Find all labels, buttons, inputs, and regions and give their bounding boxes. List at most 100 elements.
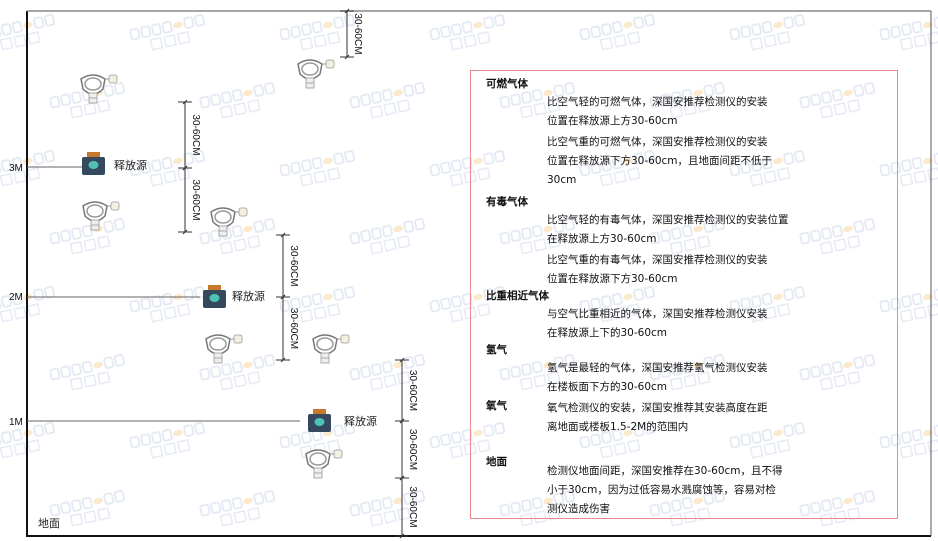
- section-title: 氢气: [486, 344, 507, 356]
- gas-detector-icon: [312, 334, 350, 364]
- watermark-logo: [49, 489, 126, 527]
- text-line: 小于30cm，因为过低容易水溅腐蚀等，容易对检: [547, 484, 776, 496]
- text-line: 氧气检测仪的安装，深国安推荐其安装高度在距: [547, 402, 768, 414]
- watermark-logo: [199, 489, 276, 527]
- dimension-30-60cm: 30-60CM: [340, 8, 363, 60]
- dimension-30-60cm: 30-60CM: [276, 294, 299, 363]
- source-cap: [87, 152, 100, 157]
- watermark-logo: [579, 149, 656, 187]
- text-line: 比空气轻的有毒气体，深国安推荐检测仪的安装位置: [547, 214, 789, 226]
- watermark-logo: [799, 217, 876, 255]
- gas-detector-icon: [305, 449, 343, 479]
- section-text: 比空气轻的有毒气体，深国安推荐检测仪的安装位置 在释放源上方30-60cm: [547, 211, 789, 249]
- section-title: 氧气: [486, 400, 507, 412]
- level-label-2m: 2M: [9, 292, 23, 303]
- watermark-logo: [429, 421, 506, 459]
- text-line: 在楼板面下方的30-60cm: [547, 381, 668, 393]
- dimension-label: 30-60CM: [288, 245, 299, 286]
- watermark-logo: [0, 285, 56, 323]
- text-line: 比空气重的可燃气体，深国安推荐检测仪的安装: [547, 136, 768, 148]
- watermark-logo: [349, 217, 426, 255]
- gas-detector-icon: [210, 207, 248, 237]
- dimension-label: 30-60CM: [407, 429, 418, 470]
- watermark-logo: [579, 13, 656, 51]
- watermark-logo: [729, 421, 806, 459]
- text-line: 在释放源上下的30-60cm: [547, 327, 668, 339]
- source-cap: [208, 285, 221, 290]
- dimension-label: 30-60CM: [190, 114, 201, 155]
- section-title: 比重相近气体: [486, 290, 549, 302]
- gas-detector-icon: [297, 59, 335, 89]
- watermark-logo: [199, 353, 276, 391]
- text-line: 测仪造成伤害: [547, 503, 610, 515]
- watermark-logo: [649, 217, 726, 255]
- watermark-logo: [499, 81, 576, 119]
- dimension-label: 30-60CM: [407, 370, 418, 411]
- source-label: 释放源: [232, 289, 265, 303]
- text-line: 比空气轻的可燃气体，深国安推荐检测仪的安装: [547, 96, 768, 108]
- gas-detector-icon: [205, 334, 243, 364]
- watermark-logo: [0, 13, 56, 51]
- section-text: 氢气是最轻的气体，深国安推荐氢气检测仪安装 在楼板面下方的30-60cm: [547, 359, 768, 397]
- floor-label: 地面: [38, 517, 60, 530]
- hazard-icon: [209, 294, 220, 302]
- hazard-icon: [88, 161, 99, 169]
- source-label: 释放源: [114, 158, 147, 172]
- watermark-logo: [49, 217, 126, 255]
- watermark-logo: [199, 217, 276, 255]
- section-title: 地面: [486, 456, 507, 468]
- dimension-label: 30-60CM: [190, 179, 201, 220]
- dimension-30-60cm: 30-60CM: [276, 232, 299, 300]
- text-line: 氢气是最轻的气体，深国安推荐氢气检测仪安装: [547, 362, 768, 374]
- text-line: 位置在释放源下方30-60cm: [547, 273, 678, 285]
- watermark-logo: [499, 217, 576, 255]
- section-text: 比空气重的可燃气体，深国安推荐检测仪的安装 位置在释放源下方30-60cm，且地面…: [547, 133, 772, 190]
- watermark-logo: [579, 285, 656, 323]
- watermark-logo: [879, 424, 938, 459]
- text-line: 在释放源上方30-60cm: [547, 233, 657, 245]
- watermark-logo: [349, 81, 426, 119]
- dimension-30-60cm: 30-60CM: [178, 165, 201, 235]
- watermark-logo: [579, 421, 656, 459]
- watermark-logo: [879, 16, 938, 51]
- dimension-30-60cm: 30-60CM: [395, 475, 418, 539]
- watermark-logo: [729, 13, 806, 51]
- text-line: 检测仪地面间距，深国安推荐在30-60cm，且不得: [547, 465, 783, 477]
- text-line: 离地面或楼板1.5-2M的范围内: [547, 421, 689, 433]
- text-line: 位置在释放源下方30-60cm，且地面间距不低于: [547, 155, 773, 167]
- watermark-logo: [499, 353, 576, 391]
- release-source: 释放源: [82, 152, 147, 175]
- watermark-logo: [729, 285, 806, 323]
- watermark-logo: [879, 152, 938, 187]
- level-label-1m: 1M: [9, 417, 23, 428]
- info-panel: 可燃气体比空气轻的可燃气体，深国安推荐检测仪的安装 位置在释放源上方30-60cm…: [470, 70, 898, 519]
- level-label-3m: 3M: [9, 163, 23, 174]
- watermark-logo: [429, 285, 506, 323]
- section-text: 比空气重的有毒气体，深国安推荐检测仪的安装 位置在释放源下方30-60cm: [547, 251, 768, 289]
- dimension-30-60cm: 30-60CM: [395, 418, 418, 481]
- watermark-logo: [729, 149, 806, 187]
- watermark-logo: [349, 489, 426, 527]
- text-line: 与空气比重相近的气体，深国安推荐检测仪安装: [547, 308, 768, 320]
- gas-detector-icon: [82, 201, 120, 231]
- watermark-logo: [129, 421, 206, 459]
- watermark-logo: [0, 421, 56, 459]
- watermark-logo: [279, 149, 356, 187]
- release-source: 释放源: [308, 409, 377, 432]
- dimension-label: 30-60CM: [407, 486, 418, 527]
- watermark-logo: [799, 81, 876, 119]
- watermark-logo: [279, 285, 356, 323]
- watermark-logo: [799, 353, 876, 391]
- watermark-logo: [129, 285, 206, 323]
- text-line: 位置在释放源上方30-60cm: [547, 115, 678, 127]
- watermark-logo: [129, 13, 206, 51]
- dimension-label: 30-60CM: [352, 13, 363, 54]
- release-source: 释放源: [203, 285, 265, 308]
- text-line: 30cm: [547, 174, 577, 186]
- source-label: 释放源: [344, 414, 377, 428]
- section-title: 可燃气体: [486, 78, 528, 90]
- dimension-label: 30-60CM: [288, 308, 299, 349]
- section-text: 检测仪地面间距，深国安推荐在30-60cm，且不得 小于30cm，因为过低容易水溅…: [547, 462, 783, 519]
- watermark-logo: [279, 13, 356, 51]
- gas-detector-icon: [80, 74, 118, 104]
